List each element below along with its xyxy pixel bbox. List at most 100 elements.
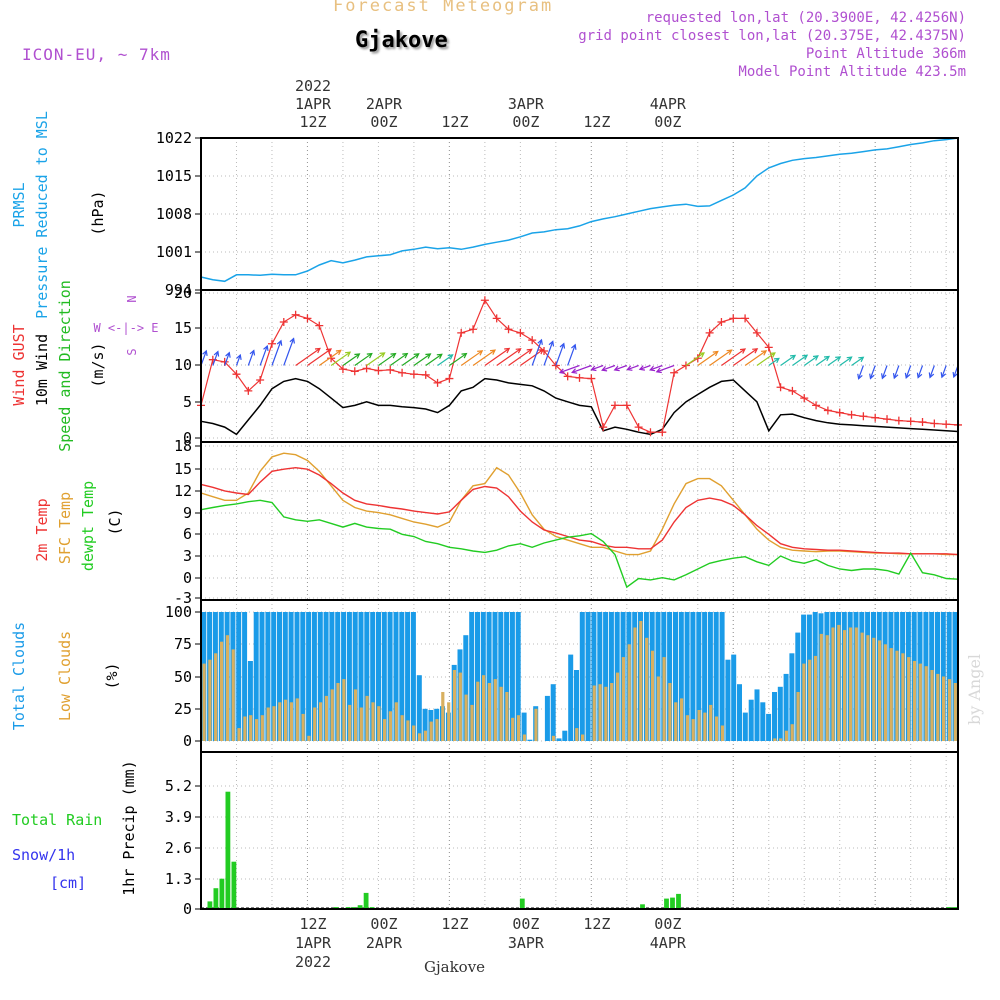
gust-marker: [729, 314, 738, 323]
low-cloud-bar: [779, 738, 783, 741]
wind-arrow-head: [739, 348, 747, 354]
total-cloud-bar: [789, 653, 795, 741]
low-cloud-bar: [208, 659, 212, 741]
panel-frame: [200, 751, 959, 910]
gust-marker: [338, 365, 347, 374]
bottom-hour-label: 00Z: [370, 915, 397, 933]
wind-arrow-head: [626, 365, 633, 371]
wind-direction-arrow: [342, 353, 360, 366]
snow-units-label: [cm]: [50, 874, 86, 892]
wind-direction-arrow: [555, 343, 565, 366]
total-cloud-bar: [311, 612, 317, 741]
total-cloud-bar: [597, 612, 603, 741]
low-cloud-bar: [336, 683, 340, 741]
gust-marker: [776, 383, 785, 392]
y-tick-label: 2.6: [165, 839, 192, 857]
low-cloud-bar: [464, 694, 468, 741]
gust-marker: [918, 418, 927, 427]
low-cloud-bar: [359, 707, 363, 741]
rain-bar: [231, 861, 237, 909]
low-cloud-bar: [365, 695, 369, 741]
gust-marker: [315, 321, 324, 330]
wind-arrow-head: [436, 353, 443, 359]
wind-direction-arrow: [656, 364, 675, 373]
low-cloud-bar: [947, 679, 952, 741]
top-year-label: 2022: [295, 77, 331, 95]
wind-arrow-head: [447, 354, 454, 360]
gust-marker: [575, 373, 584, 382]
wind-direction-arrow: [601, 364, 616, 371]
y-tick-label: 0: [183, 900, 192, 918]
bottom-hour-label: 00Z: [654, 915, 681, 933]
gust-marker: [835, 408, 844, 417]
low-cloud-bar: [499, 686, 503, 741]
wind-arrow-head: [276, 339, 283, 346]
wind-direction-arrow: [449, 353, 467, 366]
low-cloud-bar: [511, 717, 515, 741]
rain-bar: [640, 904, 645, 909]
wind-arrow-head: [379, 352, 386, 358]
y-tick-label: 3: [183, 547, 192, 565]
gust-marker: [433, 378, 442, 387]
wind-arrow-head: [354, 353, 361, 359]
y-tick-label: 994: [165, 281, 192, 299]
low-cloud-bar: [685, 715, 689, 741]
gust-marker: [741, 314, 750, 323]
low-cloud-bar: [278, 702, 282, 741]
wind-arrow-head: [769, 352, 776, 358]
y-tick-label: 6: [183, 525, 192, 543]
wind-arrow-head: [869, 373, 875, 380]
low-cloud-bar: [848, 627, 853, 741]
low-cloud-bar: [254, 719, 259, 741]
low-cloud-bar: [225, 635, 229, 741]
low-cloud-bar: [330, 689, 334, 741]
total-cloud-bar: [341, 612, 347, 741]
total-cloud-bar: [690, 612, 696, 741]
data-layer: [197, 137, 962, 909]
total-cloud-bar: [352, 612, 358, 741]
low-cloud-bar: [383, 719, 387, 741]
gust-marker: [327, 354, 336, 363]
rain-bar: [664, 898, 669, 909]
low-cloud-bar: [493, 679, 497, 741]
total-cloud-bar: [469, 612, 475, 741]
gust-marker: [244, 386, 253, 395]
low-cloud-bar: [452, 670, 457, 741]
gust-marker: [847, 410, 856, 419]
total-cloud-bar: [527, 739, 533, 741]
low-cloud-bar: [656, 676, 660, 741]
product-title: Forecast Meteogram: [333, 0, 554, 16]
low-cloud-bar: [470, 704, 474, 741]
wind-direction-arrow: [792, 354, 808, 366]
low-cloud-bar: [342, 679, 346, 741]
gust-marker: [279, 318, 288, 326]
total-cloud-bar: [760, 702, 766, 741]
sfc-temp-label: SFC Temp: [56, 492, 74, 564]
gust-marker: [788, 386, 797, 395]
top-hour-label: 00Z: [370, 113, 397, 131]
wind-arrow-head: [558, 368, 565, 374]
total-cloud-bar: [294, 612, 300, 741]
gust-marker: [930, 419, 939, 428]
low-cloud-bar: [633, 627, 637, 741]
low-cloud-bar: [435, 719, 439, 741]
low-cloud-bar: [720, 725, 724, 741]
wind-arrow-head: [790, 354, 797, 361]
low-cloud-bar: [668, 683, 672, 741]
low-cloud-bar: [866, 635, 870, 741]
wind-arrow-head: [761, 350, 768, 356]
grid-point-coords: grid point closest lon,lat (20.375E, 42.…: [578, 28, 966, 44]
bottom-hour-label: 12Z: [299, 915, 326, 933]
total-cloud-bar: [515, 612, 521, 741]
wind-arrow-head: [881, 373, 887, 380]
wind-arrow-head: [413, 353, 420, 359]
y-tick-label: 1015: [156, 167, 192, 185]
low-cloud-bar: [289, 702, 293, 741]
wind-arrow-head: [345, 351, 352, 357]
low-cloud-bar: [883, 644, 887, 742]
total-cloud-bar: [498, 612, 504, 741]
low-cloud-bar: [895, 650, 899, 741]
model-altitude: Model Point Altitude 423.5m: [738, 64, 966, 80]
rain-bar: [357, 905, 363, 909]
wind-arrow-head: [489, 349, 497, 355]
